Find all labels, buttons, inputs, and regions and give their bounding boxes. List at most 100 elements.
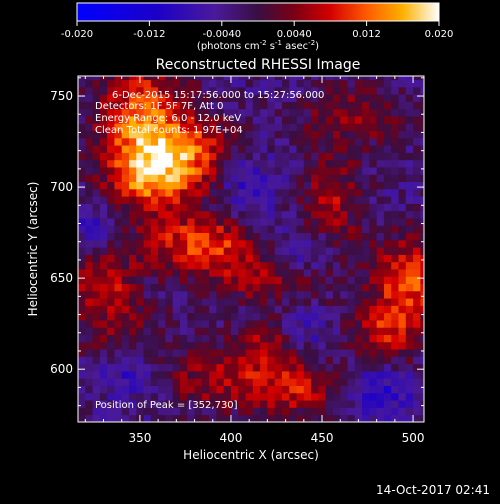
heatmap-cell	[391, 385, 399, 394]
heatmap-cell	[289, 123, 297, 132]
heatmap-cell	[172, 218, 181, 226]
heatmap-cell	[114, 290, 123, 299]
heatmap-cell	[274, 174, 283, 183]
heatmap-cell	[78, 76, 86, 81]
heatmap-cell	[332, 363, 341, 372]
heatmap-cell	[121, 188, 130, 197]
heatmap-cell	[179, 239, 188, 248]
heatmap-cell	[150, 400, 159, 408]
heatmap-cell	[289, 167, 297, 175]
heatmap-cell	[121, 247, 130, 255]
heatmap-cell	[172, 349, 181, 357]
heatmap-cell	[230, 312, 239, 321]
heatmap-cell	[347, 371, 356, 379]
heatmap-cell	[325, 188, 334, 197]
heatmap-cell	[165, 356, 174, 365]
heatmap-cell	[311, 225, 319, 234]
heatmap-cell	[376, 181, 385, 190]
heatmap-cell	[296, 101, 305, 110]
heatmap-cell	[260, 400, 268, 408]
heatmap-cell	[303, 414, 312, 422]
heatmap-cell	[85, 327, 93, 335]
heatmap-cell	[85, 407, 93, 416]
chart-title: Reconstructed RHESSI Image	[156, 57, 361, 73]
heatmap-cell	[311, 101, 319, 110]
heatmap-cell	[303, 167, 312, 175]
heatmap-cell	[245, 356, 254, 365]
heatmap-cell	[289, 130, 297, 139]
heatmap-cell	[398, 203, 407, 212]
heatmap-cell	[296, 276, 305, 284]
heatmap-cell	[143, 167, 152, 175]
heatmap-cell	[405, 378, 414, 386]
heatmap-cell	[325, 137, 334, 146]
heatmap-cell	[274, 181, 283, 190]
heatmap-cell	[354, 327, 363, 335]
heatmap-cell	[318, 123, 327, 132]
heatmap-cell	[107, 225, 115, 234]
heatmap-cell	[165, 218, 174, 226]
heatmap-cell	[311, 356, 319, 365]
heatmap-cell	[289, 349, 297, 357]
heatmap-cell	[281, 123, 290, 132]
heatmap-cell	[325, 239, 334, 248]
heatmap-cell	[143, 108, 152, 117]
heatmap-cell	[238, 283, 246, 292]
heatmap-cell	[99, 145, 108, 153]
heatmap-cell	[238, 312, 246, 321]
heatmap-cell	[114, 218, 123, 226]
heatmap-cell	[209, 414, 217, 422]
heatmap-cell	[296, 283, 305, 292]
heatmap-cell	[216, 76, 225, 81]
heatmap-cell	[99, 159, 108, 168]
heatmap-cell	[230, 196, 239, 204]
heatmap-cell	[78, 312, 86, 321]
heatmap-cell	[413, 414, 421, 422]
heatmap-cell	[274, 356, 283, 365]
heatmap-cell	[194, 218, 203, 226]
heatmap-cell	[78, 116, 86, 124]
heatmap-cell	[340, 261, 348, 270]
heatmap-cell	[420, 327, 424, 335]
heatmap-cell	[420, 400, 424, 408]
heatmap-cell	[274, 254, 283, 263]
heatmap-cell	[223, 407, 232, 416]
heatmap-cell	[383, 86, 392, 95]
heatmap-cell	[136, 225, 144, 234]
heatmap-cell	[405, 159, 414, 168]
heatmap-cell	[289, 269, 297, 277]
heatmap-cell	[405, 174, 414, 183]
heatmap-cell	[289, 116, 297, 124]
heatmap-cell	[107, 378, 115, 386]
heatmap-cell	[158, 108, 166, 117]
heatmap-cell	[165, 276, 174, 284]
heatmap-cell	[347, 94, 356, 102]
heatmap-cell	[362, 167, 370, 175]
heatmap-cell	[150, 320, 159, 328]
heatmap-cell	[383, 239, 392, 248]
heatmap-cell	[92, 116, 101, 124]
heatmap-cell	[223, 116, 232, 124]
heatmap-cell	[223, 232, 232, 241]
heatmap-cell	[201, 385, 210, 394]
heatmap-cell	[179, 130, 188, 139]
heatmap-cell	[179, 378, 188, 386]
heatmap-cell	[260, 174, 268, 183]
heatmap-cell	[165, 312, 174, 321]
heatmap-cell	[165, 232, 174, 241]
heatmap-cell	[274, 414, 283, 422]
heatmap-cell	[318, 247, 327, 255]
heatmap-cell	[303, 371, 312, 379]
heatmap-cell	[347, 290, 356, 299]
heatmap-cell	[230, 108, 239, 117]
heatmap-cell	[398, 79, 407, 88]
heatmap-cell	[413, 269, 421, 277]
heatmap-cell	[209, 312, 217, 321]
heatmap-cell	[398, 327, 407, 335]
heatmap-cell	[383, 94, 392, 102]
heatmap-cell	[92, 312, 101, 321]
heatmap-cell	[158, 356, 166, 365]
heatmap-cell	[332, 392, 341, 401]
heatmap-cell	[420, 349, 424, 357]
heatmap-cell	[107, 181, 115, 190]
